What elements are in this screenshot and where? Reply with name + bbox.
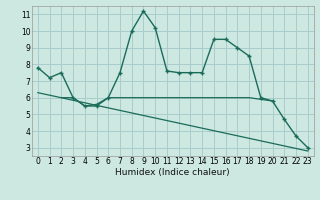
X-axis label: Humidex (Indice chaleur): Humidex (Indice chaleur) xyxy=(116,168,230,177)
